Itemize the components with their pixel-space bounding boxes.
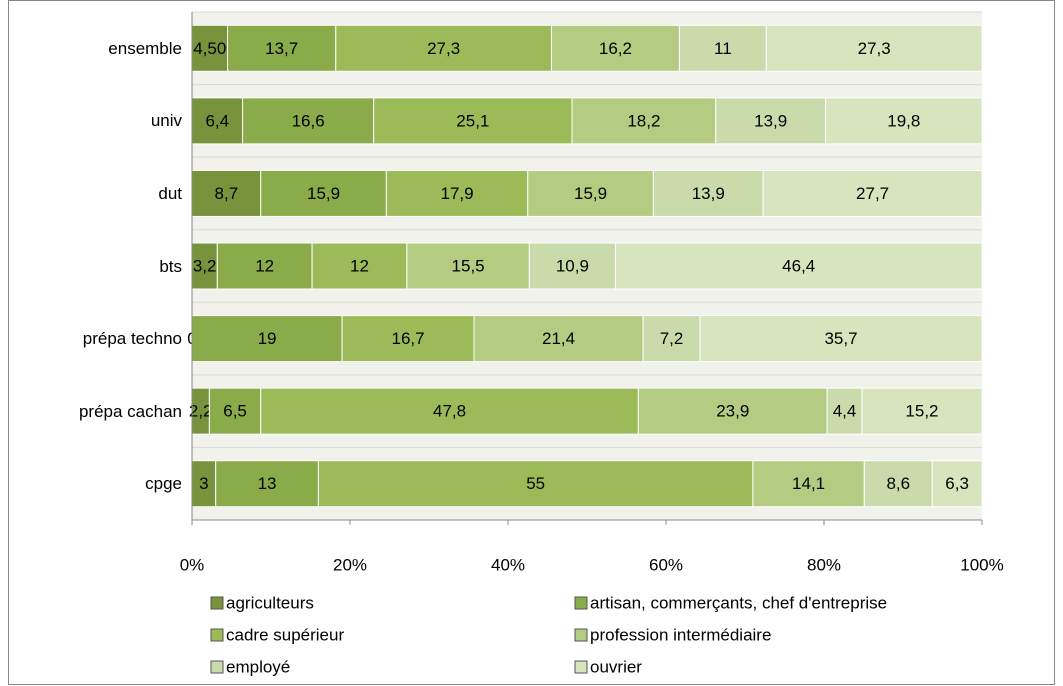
- value-label: 13,9: [754, 111, 787, 130]
- value-label: 27,3: [858, 39, 891, 58]
- bar-segment: [614, 242, 983, 290]
- value-label: 27,7: [856, 184, 889, 203]
- value-label: 16,6: [292, 111, 325, 130]
- bar-segment: [216, 242, 313, 290]
- value-label: 8,7: [215, 184, 239, 203]
- bar-segment: [311, 242, 408, 290]
- bar-segment: [215, 460, 319, 508]
- value-label: 25,1: [456, 111, 489, 130]
- bar-segment: [550, 24, 680, 72]
- value-label: 3: [199, 474, 208, 493]
- value-label: 13,7: [265, 39, 298, 58]
- value-label: 19,8: [887, 111, 920, 130]
- value-label: 11: [714, 39, 732, 58]
- legend-label: employé: [226, 657, 290, 676]
- category-label: prépa cachan: [78, 401, 182, 421]
- bar-segment: [765, 24, 983, 72]
- bar-segment: [678, 24, 767, 72]
- bar-segment: [191, 315, 343, 363]
- legend-swatch: [210, 660, 224, 674]
- value-label: 6,5: [223, 402, 247, 421]
- x-tick-label: 60%: [649, 555, 683, 574]
- value-label: 3,2: [193, 256, 217, 275]
- legend-swatch: [210, 596, 224, 610]
- x-tick-label: 40%: [491, 555, 525, 574]
- value-label: 17,9: [440, 184, 473, 203]
- value-label: 27,3: [427, 39, 460, 58]
- category-label: univ: [150, 111, 182, 131]
- category-label: dut: [158, 183, 182, 203]
- value-label: 47,8: [433, 402, 466, 421]
- bar-segment: [931, 460, 983, 508]
- bar-segment: [208, 387, 262, 435]
- value-label: 2,2: [189, 402, 213, 421]
- value-label: 15,5: [452, 256, 485, 275]
- value-label: 7,2: [660, 329, 684, 348]
- bar-segment: [826, 387, 863, 435]
- legend-swatch: [574, 660, 588, 674]
- value-label: 23,9: [716, 402, 749, 421]
- bar-segment: [652, 169, 764, 217]
- value-label: 10,9: [556, 256, 589, 275]
- bar-segment: [861, 387, 983, 435]
- legend-label: artisan, commerçants, chef d'entreprise: [590, 593, 887, 612]
- bar-segment: [191, 97, 244, 145]
- category-label: bts: [159, 256, 182, 276]
- value-label: 15,9: [307, 184, 340, 203]
- legend-label: ouvrier: [590, 657, 642, 676]
- value-label: 21,4: [542, 329, 575, 348]
- value-label: 8,6: [886, 474, 910, 493]
- bar-segment: [528, 242, 616, 290]
- bar-segment: [527, 169, 654, 217]
- x-tick-label: 100%: [960, 555, 1003, 574]
- value-label: 6,4: [205, 111, 229, 130]
- bar-segment: [699, 315, 983, 363]
- value-label: 46,4: [782, 256, 815, 275]
- x-tick-label: 80%: [807, 555, 841, 574]
- bar-segment: [571, 97, 717, 145]
- x-tick-label: 20%: [333, 555, 367, 574]
- value-label: 16,2: [599, 39, 632, 58]
- value-label: 15,2: [905, 402, 938, 421]
- legend-label: profession intermédiaire: [590, 625, 771, 644]
- bar-segment: [642, 315, 701, 363]
- bar-segment: [762, 169, 983, 217]
- bar-segment: [341, 315, 475, 363]
- value-label: 12: [350, 256, 369, 275]
- legend-label: agriculteurs: [226, 593, 314, 612]
- value-label: 16,7: [392, 329, 425, 348]
- category-label: cpge: [145, 474, 182, 494]
- value-label: 19: [258, 329, 277, 348]
- legend-label: cadre supérieur: [226, 625, 344, 644]
- bar-segment: [191, 169, 262, 217]
- legend-swatch: [574, 596, 588, 610]
- bar-segment: [373, 97, 573, 145]
- value-label: 13: [258, 474, 277, 493]
- bar-segment: [825, 97, 983, 145]
- value-label: 4,4: [833, 402, 857, 421]
- value-label: 35,7: [824, 329, 857, 348]
- legend-swatch: [210, 628, 224, 642]
- bar-segment: [752, 460, 865, 508]
- value-label: 14,1: [792, 474, 825, 493]
- value-label: 12: [255, 256, 274, 275]
- bar-segment: [260, 387, 639, 435]
- bar-segment: [260, 169, 387, 217]
- value-label: 15,9: [574, 184, 607, 203]
- legend-swatch: [574, 628, 588, 642]
- value-label: 13,9: [692, 184, 725, 203]
- category-label: prépa techno: [82, 329, 182, 349]
- value-label: 55: [526, 474, 545, 493]
- value-label: 4,50: [193, 39, 226, 58]
- bar-segment: [473, 315, 644, 363]
- value-label: 18,2: [627, 111, 660, 130]
- value-label: 6,3: [945, 474, 969, 493]
- category-label: ensemble: [108, 38, 182, 58]
- x-tick-label: 0%: [180, 555, 205, 574]
- bar-segment: [385, 169, 529, 217]
- bar-segment: [406, 242, 530, 290]
